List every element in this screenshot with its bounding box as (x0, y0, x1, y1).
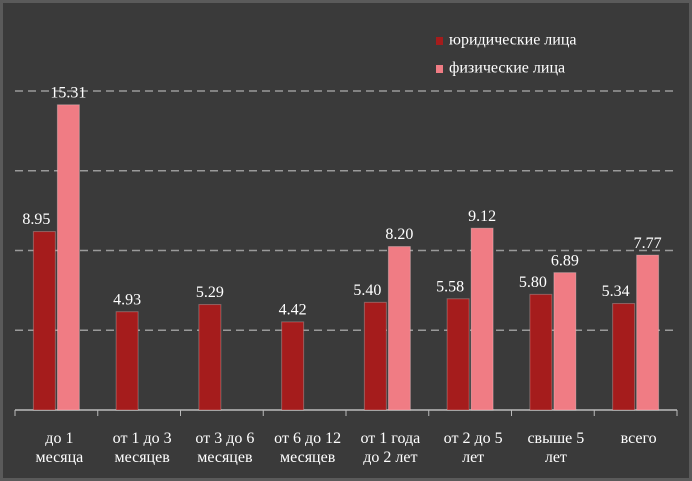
bar (32, 231, 56, 411)
legend-swatch (436, 37, 443, 45)
legend-label: юридические лица (449, 32, 577, 49)
value-label: 7.77 (634, 235, 662, 252)
value-label: 5.29 (196, 284, 224, 301)
x-tick-label: от 2 до 5 лет (443, 430, 503, 466)
value-label: 15.31 (50, 84, 86, 101)
value-label: 5.34 (602, 283, 630, 300)
x-tick-label: до 1 месяца (35, 430, 84, 466)
value-label: 5.40 (353, 282, 381, 299)
x-tick-label: от 6 до 12 месяцев (274, 430, 342, 466)
x-tick-label: от 1 до 3 месяцев (112, 430, 172, 466)
bar (553, 272, 577, 411)
bar (56, 104, 80, 411)
bar (115, 311, 139, 411)
legend-label: физические лица (449, 60, 565, 77)
bar (470, 227, 494, 411)
value-label: 4.42 (279, 302, 307, 319)
x-tick-label: от 3 до 6 месяцев (195, 430, 255, 466)
x-tick-label: всего (620, 430, 657, 447)
value-label: 8.95 (22, 211, 50, 228)
value-label: 8.20 (385, 226, 413, 243)
bar (198, 304, 222, 411)
value-label: 6.89 (551, 252, 579, 269)
bar (363, 301, 387, 411)
value-label: 4.93 (113, 291, 141, 308)
bar (529, 293, 553, 411)
legend-swatch (436, 65, 443, 73)
value-label: 5.80 (519, 274, 547, 291)
x-tick-label: от 1 года до 2 лет (360, 430, 421, 466)
value-label: 5.58 (436, 278, 464, 295)
bar (612, 303, 636, 411)
bar (387, 246, 411, 411)
x-tick-label: свыше 5 лет (527, 430, 585, 466)
plot: 8.95 15.31 4.93 5.29 4.42 5.40 8.20 5.58 9.12 5.8… (14, 32, 678, 416)
bar (281, 321, 305, 411)
bar (636, 254, 660, 411)
value-label: 9.12 (468, 208, 496, 225)
bar (446, 298, 470, 411)
